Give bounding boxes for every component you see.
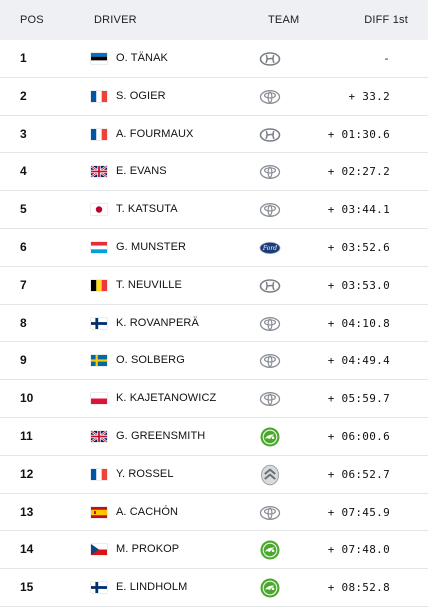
table-row[interactable]: 15 E. LINDHOLM + 08:52.8 [0,569,428,607]
header-diff[interactable]: DIFF 1st [364,14,408,26]
belgium-flag [91,279,107,291]
toyota-icon [259,161,281,183]
finland-flag [91,317,107,329]
position: 14 [20,542,34,557]
driver-name[interactable]: O. TÄNAK [116,52,168,64]
driver-name[interactable]: T. NEUVILLE [116,278,182,291]
sweden-flag [91,355,107,367]
united-kingdom-flag [91,430,107,442]
estonia-flag [91,53,107,64]
position: 11 [20,428,33,443]
table-row[interactable]: 9 O. SOLBERG + 04:49.4 [0,342,428,381]
position: 2 [20,88,27,103]
position: 12 [20,466,34,481]
driver-name[interactable]: G. MUNSTER [116,240,187,253]
header-pos[interactable]: POS [20,14,44,26]
header-team[interactable]: TEAM [268,14,300,26]
position: 9 [20,353,27,368]
driver-name[interactable]: A. FOURMAUX [116,127,194,140]
time-diff: + 07:45.9 [327,505,390,519]
finland-flag [91,582,107,594]
table-row[interactable]: 10 K. KAJETANOWICZ + 05:59.7 [0,380,428,418]
united-kingdom-flag [91,166,107,178]
toyota-icon [259,388,281,410]
skoda-icon [259,577,281,599]
toyota-icon [259,502,281,524]
time-diff: - [383,52,390,65]
luxembourg-flag [91,241,107,253]
position: 1 [20,51,27,65]
toyota-icon [259,86,281,108]
position: 15 [20,580,34,595]
header-driver[interactable]: DRIVER [94,14,137,26]
time-diff: + 03:53.0 [327,278,390,292]
driver-name[interactable]: K. KAJETANOWICZ [116,392,217,405]
skoda-icon [259,539,281,561]
ford-icon: Ford [259,237,281,259]
svg-text:Ford: Ford [262,245,277,252]
table-row[interactable]: 8 K. ROVANPERÄ + 04:10.8 [0,305,428,343]
driver-name[interactable]: E. LINDHOLM [116,581,188,594]
position: 10 [20,391,34,406]
toyota-icon [259,350,281,372]
position: 6 [20,239,27,254]
position: 4 [20,164,27,179]
driver-name[interactable]: K. ROVANPERÄ [116,316,199,329]
table-row[interactable]: 14 M. PROKOP + 07:48.0 [0,531,428,570]
time-diff: + 04:49.4 [327,354,390,368]
table-row[interactable]: 7 T. NEUVILLE + 03:53.0 [0,267,428,305]
time-diff: + 02:27.2 [327,165,390,179]
driver-name[interactable]: O. SOLBERG [116,354,185,367]
driver-name[interactable]: G. GREENSMITH [116,429,206,442]
table-header: POS DRIVER TEAM DIFF 1st [0,0,428,40]
table-row[interactable]: 12 Y. ROSSEL + 06:52.7 [0,456,428,494]
driver-name[interactable]: E. EVANS [116,165,167,178]
position: 8 [20,315,27,330]
table-row[interactable]: 13 A. CACHÓN + 07:45.9 [0,494,428,532]
czech-republic-flag [91,544,107,556]
citroen-icon [259,464,281,486]
toyota-icon [259,199,281,221]
poland-flag [91,393,107,405]
france-flag [91,128,107,140]
table-body: 1 O. TÄNAK - 2 S. OGIER + 33.2 3 A. FOURMAUX + 0… [0,40,428,607]
position: 13 [20,504,34,519]
hyundai-icon [259,124,281,146]
driver-name[interactable]: M. PROKOP [116,543,180,556]
position: 5 [20,202,27,217]
driver-name[interactable]: Y. ROSSEL [116,467,174,480]
driver-name[interactable]: A. CACHÓN [116,505,179,518]
table-row[interactable]: 4 E. EVANS + 02:27.2 [0,153,428,192]
position: 7 [20,277,27,292]
driver-name[interactable]: S. OGIER [116,89,166,102]
skoda-icon [259,426,281,448]
table-row[interactable]: 5 T. KATSUTA + 03:44.1 [0,191,428,229]
time-diff: + 07:48.0 [327,543,390,557]
france-flag [91,90,107,102]
time-diff: + 33.2 [348,89,390,103]
time-diff: + 03:52.6 [327,240,390,254]
time-diff: + 08:52.8 [327,581,390,595]
france-flag [91,468,107,480]
time-diff: + 03:44.1 [327,203,390,217]
time-diff: + 05:59.7 [327,392,390,406]
time-diff: + 06:52.7 [327,467,390,481]
table-row[interactable]: 1 O. TÄNAK - [0,40,428,78]
driver-name[interactable]: T. KATSUTA [116,203,178,216]
table-row[interactable]: 11 G. GREENSMITH + 06:00.6 [0,418,428,456]
toyota-icon [259,313,281,335]
spain-flag [91,506,107,518]
table-row[interactable]: 6 G. MUNSTER Ford + 03:52.6 [0,229,428,267]
time-diff: + 01:30.6 [327,127,390,141]
hyundai-icon [259,48,281,70]
table-row[interactable]: 3 A. FOURMAUX + 01:30.6 [0,116,428,154]
table-row[interactable]: 2 S. OGIER + 33.2 [0,78,428,116]
position: 3 [20,126,27,141]
japan-flag [91,204,107,216]
time-diff: + 06:00.6 [327,429,390,443]
time-diff: + 04:10.8 [327,316,390,330]
hyundai-icon [259,275,281,297]
